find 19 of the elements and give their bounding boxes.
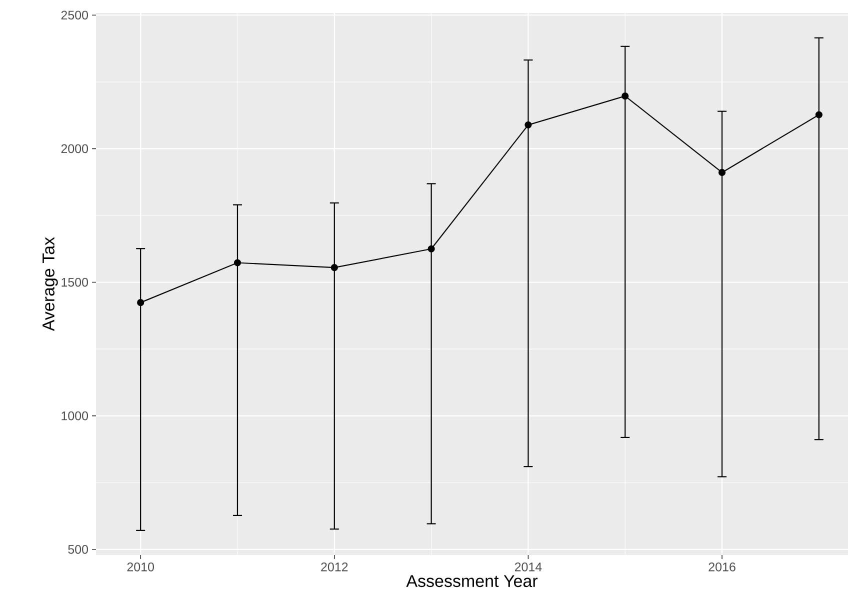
x-tick-label: 2016 xyxy=(708,562,736,572)
point xyxy=(234,259,242,266)
x-tick-label: 2012 xyxy=(321,562,348,572)
y-axis-title: Average Tax xyxy=(42,237,58,332)
y-tick-label: 1500 xyxy=(62,278,88,287)
point xyxy=(330,264,338,272)
point xyxy=(815,111,822,118)
x-tick-label: 2014 xyxy=(514,562,542,572)
point xyxy=(718,168,726,176)
point xyxy=(524,121,532,128)
y-tick-label: 500 xyxy=(68,544,88,554)
y-tick-label: 2000 xyxy=(61,144,88,154)
point xyxy=(428,245,435,252)
x-axis-title: Assessment Year xyxy=(406,575,538,588)
point xyxy=(622,92,629,100)
x-tick-label: 2010 xyxy=(127,562,154,572)
y-tick-label: 2500 xyxy=(61,10,88,20)
y-tick-label: 1000 xyxy=(62,411,88,420)
point xyxy=(137,299,144,306)
